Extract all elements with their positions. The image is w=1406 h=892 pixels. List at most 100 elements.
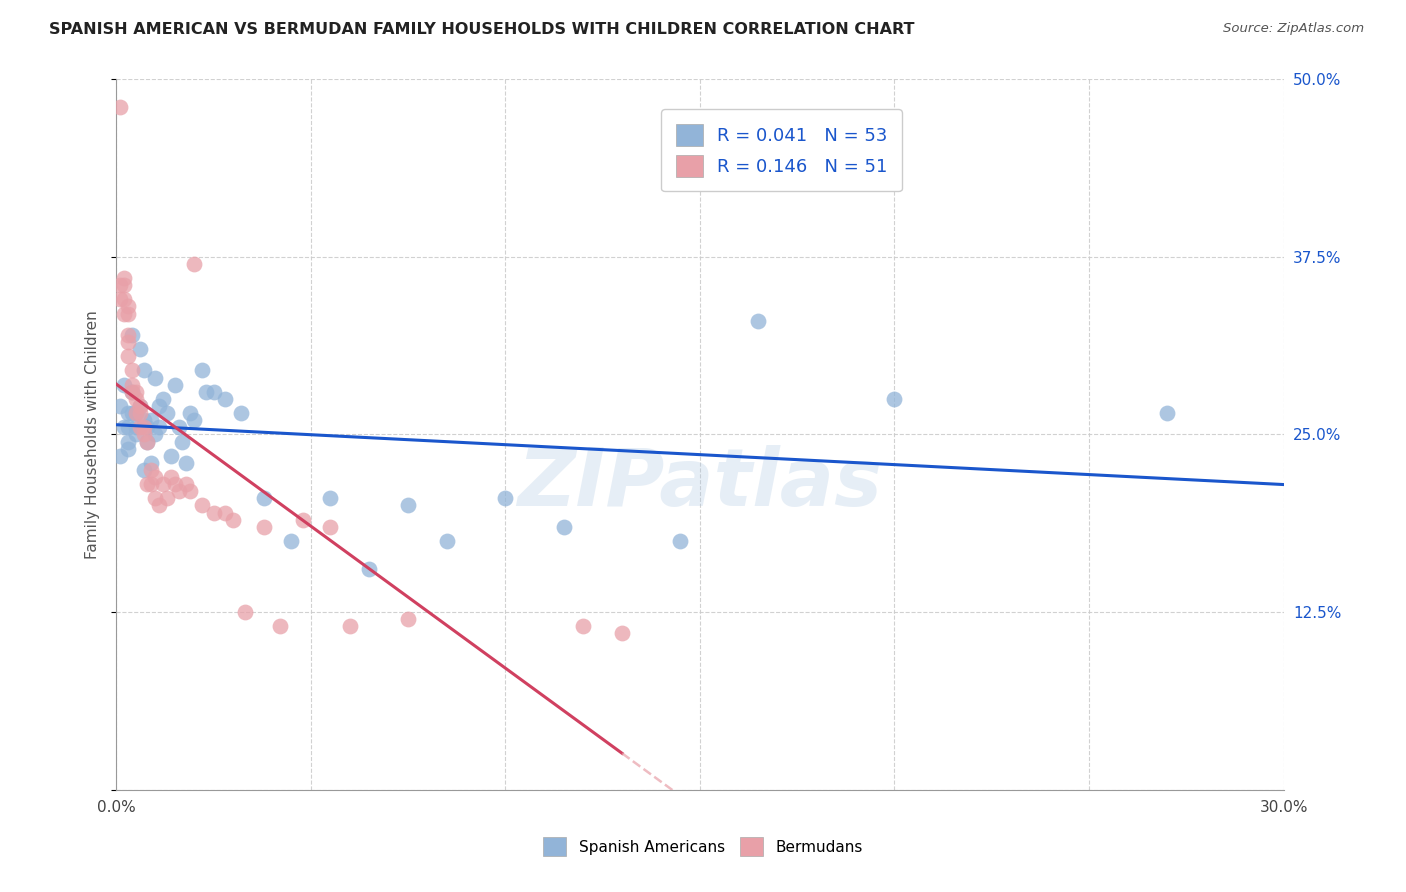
- Point: [128, 399, 150, 413]
- Point: [136, 477, 159, 491]
- Point: [136, 420, 159, 434]
- Point: [183, 257, 205, 271]
- Point: [319, 491, 342, 506]
- Point: [396, 612, 419, 626]
- Point: [222, 513, 245, 527]
- Point: [128, 342, 150, 356]
- Point: [152, 392, 174, 406]
- Text: SPANISH AMERICAN VS BERMUDAN FAMILY HOUSEHOLDS WITH CHILDREN CORRELATION CHART: SPANISH AMERICAN VS BERMUDAN FAMILY HOUS…: [49, 22, 915, 37]
- Point: [108, 278, 131, 293]
- Point: [128, 399, 150, 413]
- Point: [132, 363, 155, 377]
- Point: [125, 406, 148, 420]
- Point: [121, 384, 143, 399]
- Point: [167, 484, 190, 499]
- Point: [121, 327, 143, 342]
- Point: [128, 420, 150, 434]
- Point: [117, 434, 139, 449]
- Point: [125, 392, 148, 406]
- Point: [339, 619, 361, 633]
- Point: [112, 377, 135, 392]
- Legend: Spanish Americans, Bermudans: Spanish Americans, Bermudans: [537, 831, 869, 862]
- Point: [883, 392, 905, 406]
- Point: [112, 293, 135, 307]
- Point: [117, 420, 139, 434]
- Point: [121, 377, 143, 392]
- Point: [214, 506, 236, 520]
- Point: [125, 384, 148, 399]
- Point: [141, 463, 163, 477]
- Point: [117, 442, 139, 456]
- Point: [156, 491, 179, 506]
- Point: [141, 477, 163, 491]
- Point: [117, 307, 139, 321]
- Point: [143, 370, 166, 384]
- Point: [572, 619, 595, 633]
- Point: [121, 406, 143, 420]
- Point: [233, 605, 256, 619]
- Point: [253, 520, 276, 534]
- Legend: R = 0.041   N = 53, R = 0.146   N = 51: R = 0.041 N = 53, R = 0.146 N = 51: [661, 110, 903, 191]
- Point: [179, 484, 201, 499]
- Point: [143, 470, 166, 484]
- Point: [280, 534, 302, 549]
- Point: [183, 413, 205, 427]
- Point: [132, 420, 155, 434]
- Point: [553, 520, 575, 534]
- Point: [669, 534, 692, 549]
- Point: [172, 434, 194, 449]
- Point: [214, 392, 236, 406]
- Point: [494, 491, 516, 506]
- Point: [108, 449, 131, 463]
- Point: [112, 420, 135, 434]
- Point: [125, 406, 148, 420]
- Point: [167, 420, 190, 434]
- Point: [108, 293, 131, 307]
- Point: [125, 427, 148, 442]
- Point: [191, 499, 214, 513]
- Point: [136, 434, 159, 449]
- Text: Source: ZipAtlas.com: Source: ZipAtlas.com: [1223, 22, 1364, 36]
- Point: [610, 626, 633, 640]
- Point: [117, 406, 139, 420]
- Point: [359, 562, 381, 576]
- Point: [128, 406, 150, 420]
- Point: [108, 399, 131, 413]
- Point: [112, 307, 135, 321]
- Point: [1156, 406, 1178, 420]
- Point: [179, 406, 201, 420]
- Point: [163, 377, 186, 392]
- Point: [253, 491, 276, 506]
- Point: [159, 470, 181, 484]
- Point: [148, 420, 170, 434]
- Point: [143, 427, 166, 442]
- Point: [112, 278, 135, 293]
- Point: [143, 491, 166, 506]
- Point: [163, 477, 186, 491]
- Point: [136, 434, 159, 449]
- Point: [132, 463, 155, 477]
- Point: [436, 534, 458, 549]
- Point: [159, 449, 181, 463]
- Point: [125, 420, 148, 434]
- Point: [292, 513, 315, 527]
- Point: [202, 506, 225, 520]
- Point: [112, 271, 135, 285]
- Point: [117, 334, 139, 349]
- Point: [148, 399, 170, 413]
- Point: [156, 406, 179, 420]
- Point: [176, 477, 198, 491]
- Point: [117, 300, 139, 314]
- Y-axis label: Family Households with Children: Family Households with Children: [86, 310, 100, 558]
- Point: [108, 100, 131, 114]
- Point: [132, 413, 155, 427]
- Point: [269, 619, 291, 633]
- Point: [121, 363, 143, 377]
- Point: [747, 313, 769, 327]
- Point: [121, 384, 143, 399]
- Point: [194, 384, 217, 399]
- Point: [141, 413, 163, 427]
- Point: [396, 499, 419, 513]
- Point: [319, 520, 342, 534]
- Point: [176, 456, 198, 470]
